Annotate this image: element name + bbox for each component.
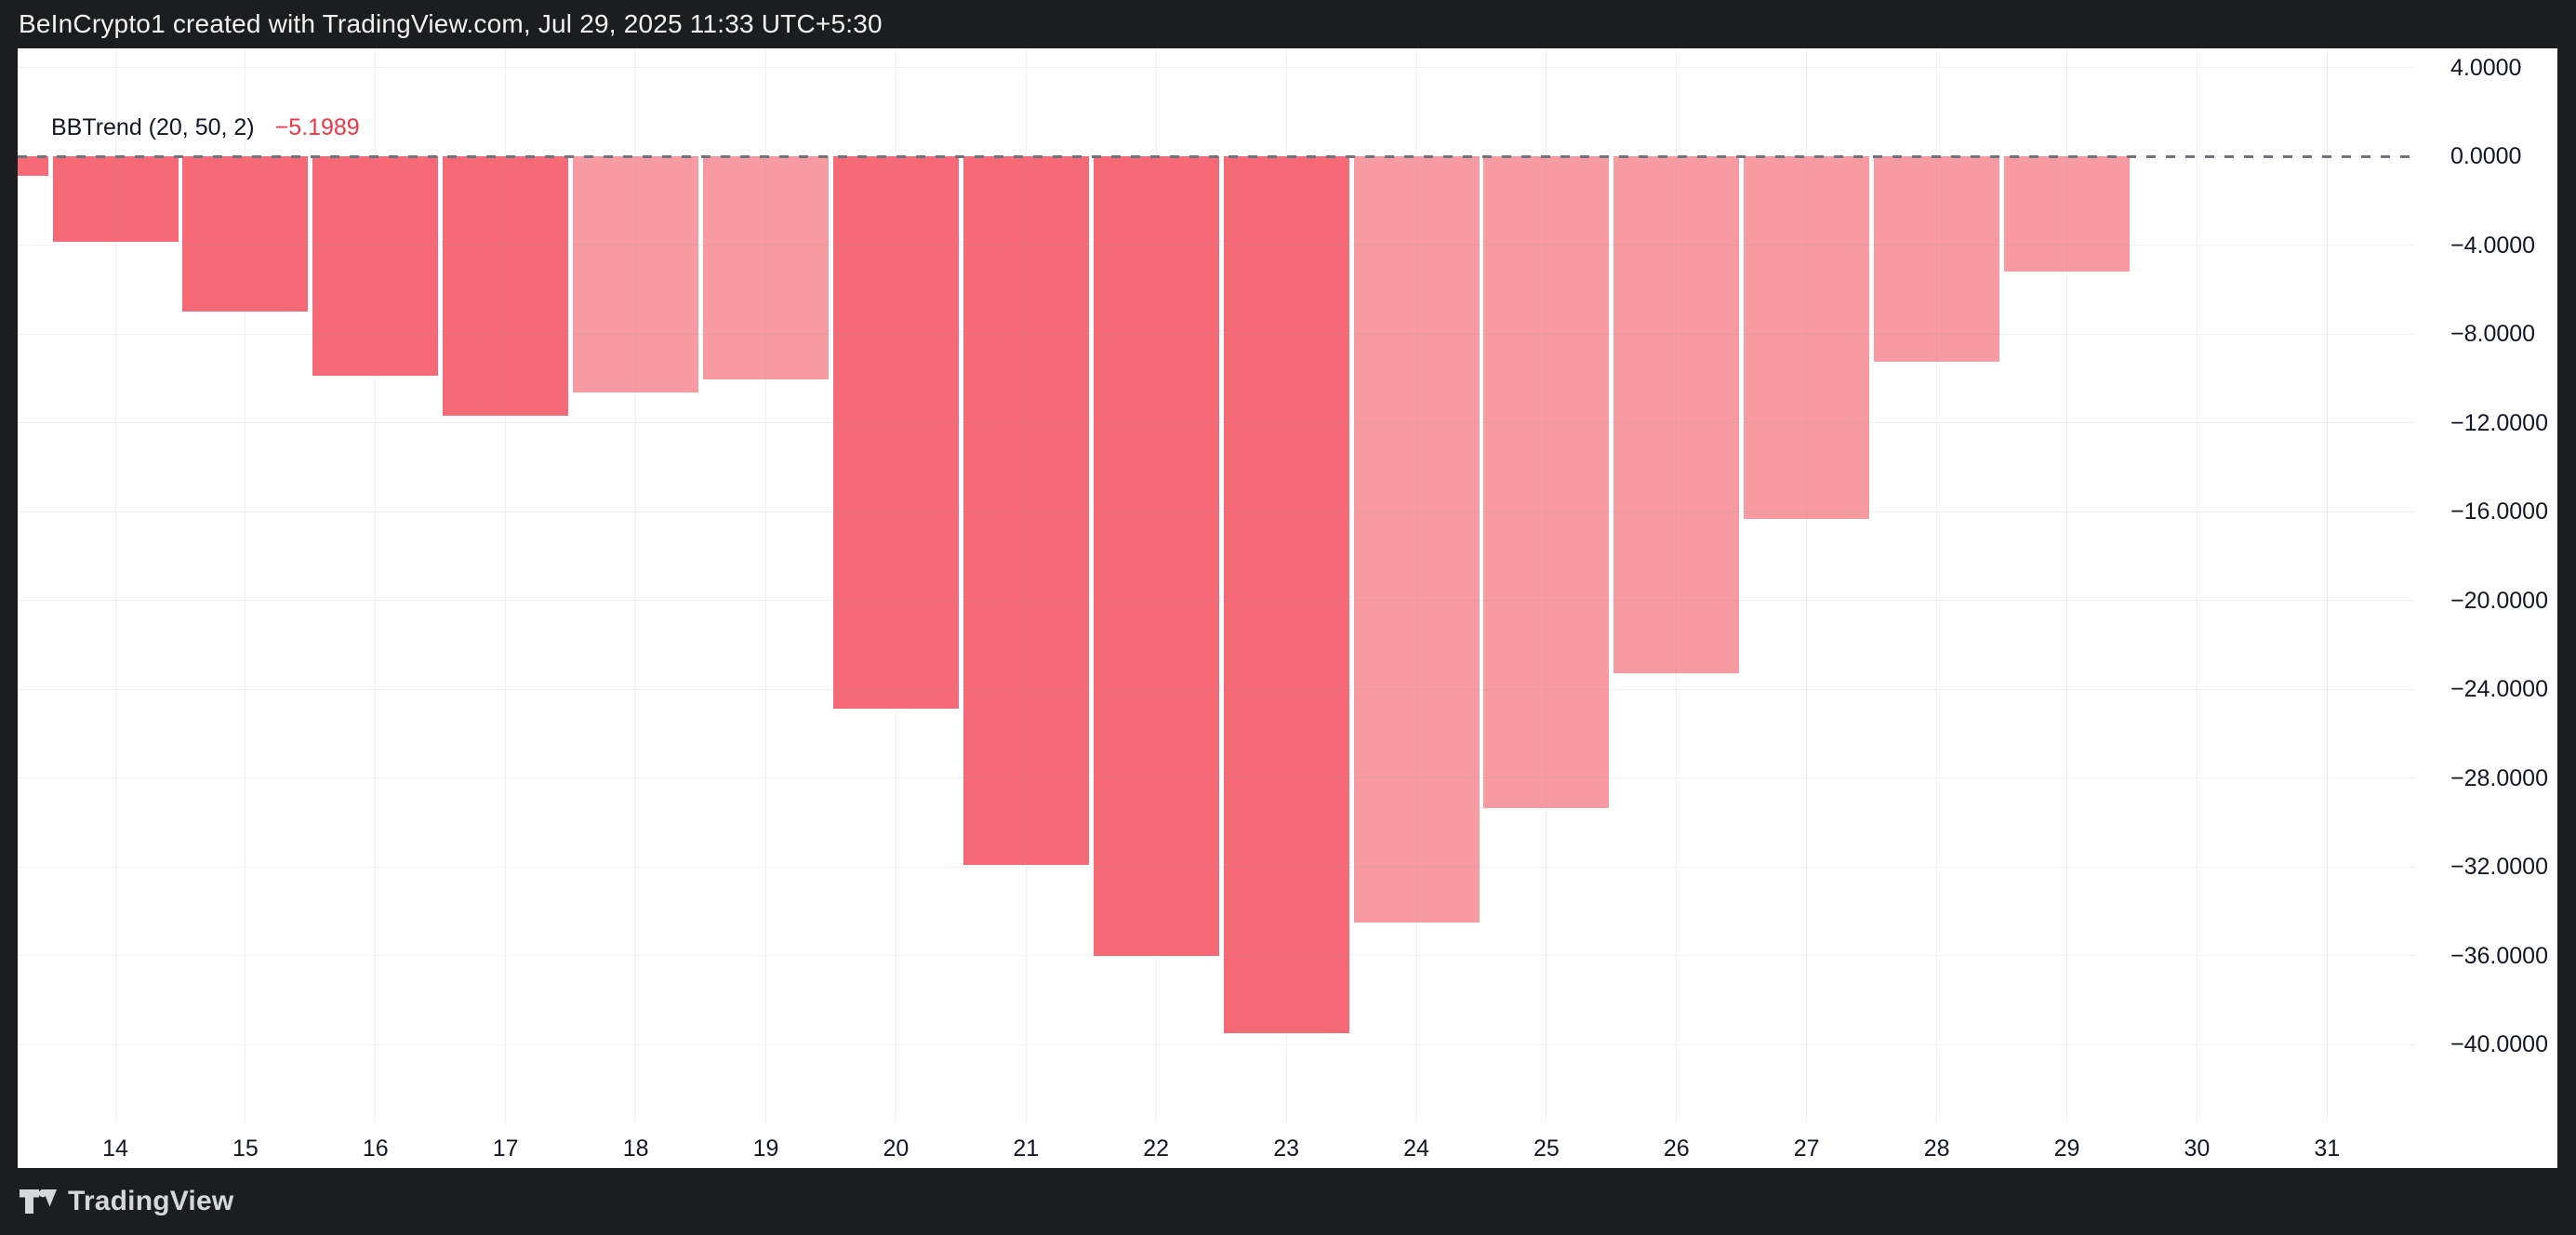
time-label-24: 24: [1403, 1135, 1429, 1162]
bbtrend-bar-day-13[interactable]: [18, 156, 48, 177]
price-label--8: −8.0000: [2450, 321, 2536, 347]
h-gridline: [18, 1043, 2416, 1045]
time-scale[interactable]: 14 15 16 17 18 19 20 21 22 23 24 25 26 27 28 29 30 31: [18, 1122, 2557, 1168]
price-label--36: −36.0000: [2450, 942, 2548, 969]
bbtrend-bar-day-28[interactable]: [1874, 156, 2000, 362]
v-gridline: [245, 48, 246, 1122]
page-title: BeInCrypto1 created with TradingView.com…: [19, 9, 883, 38]
plot-area[interactable]: [18, 48, 2416, 1168]
bbtrend-bar-day-19[interactable]: [703, 156, 829, 379]
time-label-20: 20: [883, 1135, 910, 1162]
bbtrend-bar-day-15[interactable]: [182, 156, 309, 312]
v-gridline: [765, 48, 766, 1122]
h-gridline: [18, 955, 2416, 956]
bbtrend-bar-day-17[interactable]: [443, 156, 569, 417]
time-label-14: 14: [102, 1135, 128, 1162]
bbtrend-bar-day-23[interactable]: [1223, 156, 1349, 1034]
h-gridline: [18, 600, 2416, 601]
time-label-25: 25: [1533, 1135, 1560, 1162]
price-label--4: −4.0000: [2450, 232, 2536, 259]
indicator-legend[interactable]: BBTrend (20, 50, 2) −5.1989: [51, 114, 360, 141]
price-label--16: −16.0000: [2450, 498, 2548, 525]
h-gridline: [18, 67, 2416, 68]
indicator-current-value: −5.1989: [274, 114, 360, 140]
v-gridline: [1936, 48, 1938, 1122]
time-label-29: 29: [2053, 1135, 2080, 1162]
h-gridline: [18, 688, 2416, 690]
time-label-31: 31: [2314, 1135, 2341, 1162]
h-gridline: [18, 245, 2416, 246]
time-label-15: 15: [232, 1135, 259, 1162]
price-label--24: −24.0000: [2450, 676, 2548, 702]
time-label-23: 23: [1273, 1135, 1299, 1162]
h-gridline: [18, 866, 2416, 868]
price-label--32: −32.0000: [2450, 854, 2548, 880]
bbtrend-bar-day-14[interactable]: [52, 156, 179, 242]
v-gridline: [1676, 48, 1678, 1122]
h-gridline: [18, 511, 2416, 512]
v-gridline: [2196, 48, 2198, 1122]
v-gridline: [1155, 48, 1157, 1122]
bbtrend-bar-day-27[interactable]: [1744, 156, 1870, 520]
h-gridline: [18, 777, 2416, 778]
bbtrend-bar-day-21[interactable]: [963, 156, 1089, 865]
time-label-21: 21: [1013, 1135, 1040, 1162]
time-label-30: 30: [2184, 1135, 2211, 1162]
bbtrend-bar-day-29[interactable]: [2004, 156, 2130, 272]
h-gridline: [18, 422, 2416, 423]
zero-baseline: [18, 154, 2416, 158]
v-gridline: [1285, 48, 1287, 1122]
v-gridline: [1415, 48, 1417, 1122]
price-label--28: −28.0000: [2450, 764, 2548, 791]
time-label-27: 27: [1793, 1135, 1820, 1162]
price-label--12: −12.0000: [2450, 409, 2548, 436]
footer-bar: TradingView: [0, 1168, 2576, 1235]
price-label--40: −40.0000: [2450, 1031, 2548, 1057]
v-gridline: [375, 48, 377, 1122]
v-gridline: [635, 48, 637, 1122]
chart-panel: BBTrend (20, 50, 2) −5.1989 4.0000 0.0000…: [18, 48, 2557, 1168]
time-label-28: 28: [1923, 1135, 1950, 1162]
bbtrend-bar-day-22[interactable]: [1093, 156, 1219, 956]
v-gridline: [114, 48, 116, 1122]
bbtrend-bar-day-26[interactable]: [1613, 156, 1740, 674]
time-label-18: 18: [622, 1135, 649, 1162]
bbtrend-bar-day-25[interactable]: [1483, 156, 1610, 808]
time-label-19: 19: [752, 1135, 779, 1162]
bbtrend-bar-day-18[interactable]: [573, 156, 699, 393]
v-gridline: [1806, 48, 1808, 1122]
v-gridline: [2066, 48, 2067, 1122]
v-gridline: [2326, 48, 2328, 1122]
time-label-17: 17: [492, 1135, 519, 1162]
price-label--20: −20.0000: [2450, 587, 2548, 614]
v-gridline: [1546, 48, 1547, 1122]
bbtrend-bar-day-24[interactable]: [1353, 156, 1480, 923]
price-scale[interactable]: 4.0000 0.0000 −4.0000 −8.0000 −12.0000 −16.00…: [2433, 48, 2557, 1168]
bbtrend-bar-day-20[interactable]: [832, 156, 959, 710]
time-label-22: 22: [1143, 1135, 1170, 1162]
snapshot-title-bar: BeInCrypto1 created with TradingView.com…: [0, 0, 2576, 48]
time-label-26: 26: [1663, 1135, 1690, 1162]
brand-wordmark: TradingView: [68, 1186, 234, 1216]
tradingview-logo-icon: [20, 1189, 57, 1214]
indicator-name: BBTrend (20, 50, 2): [51, 114, 255, 140]
price-label-0: 0.0000: [2450, 143, 2522, 169]
h-gridline: [18, 333, 2416, 335]
v-gridline: [505, 48, 507, 1122]
v-gridline: [1025, 48, 1027, 1122]
price-label-4: 4.0000: [2450, 54, 2522, 81]
bbtrend-bar-day-16[interactable]: [312, 156, 439, 377]
time-label-16: 16: [362, 1135, 389, 1162]
